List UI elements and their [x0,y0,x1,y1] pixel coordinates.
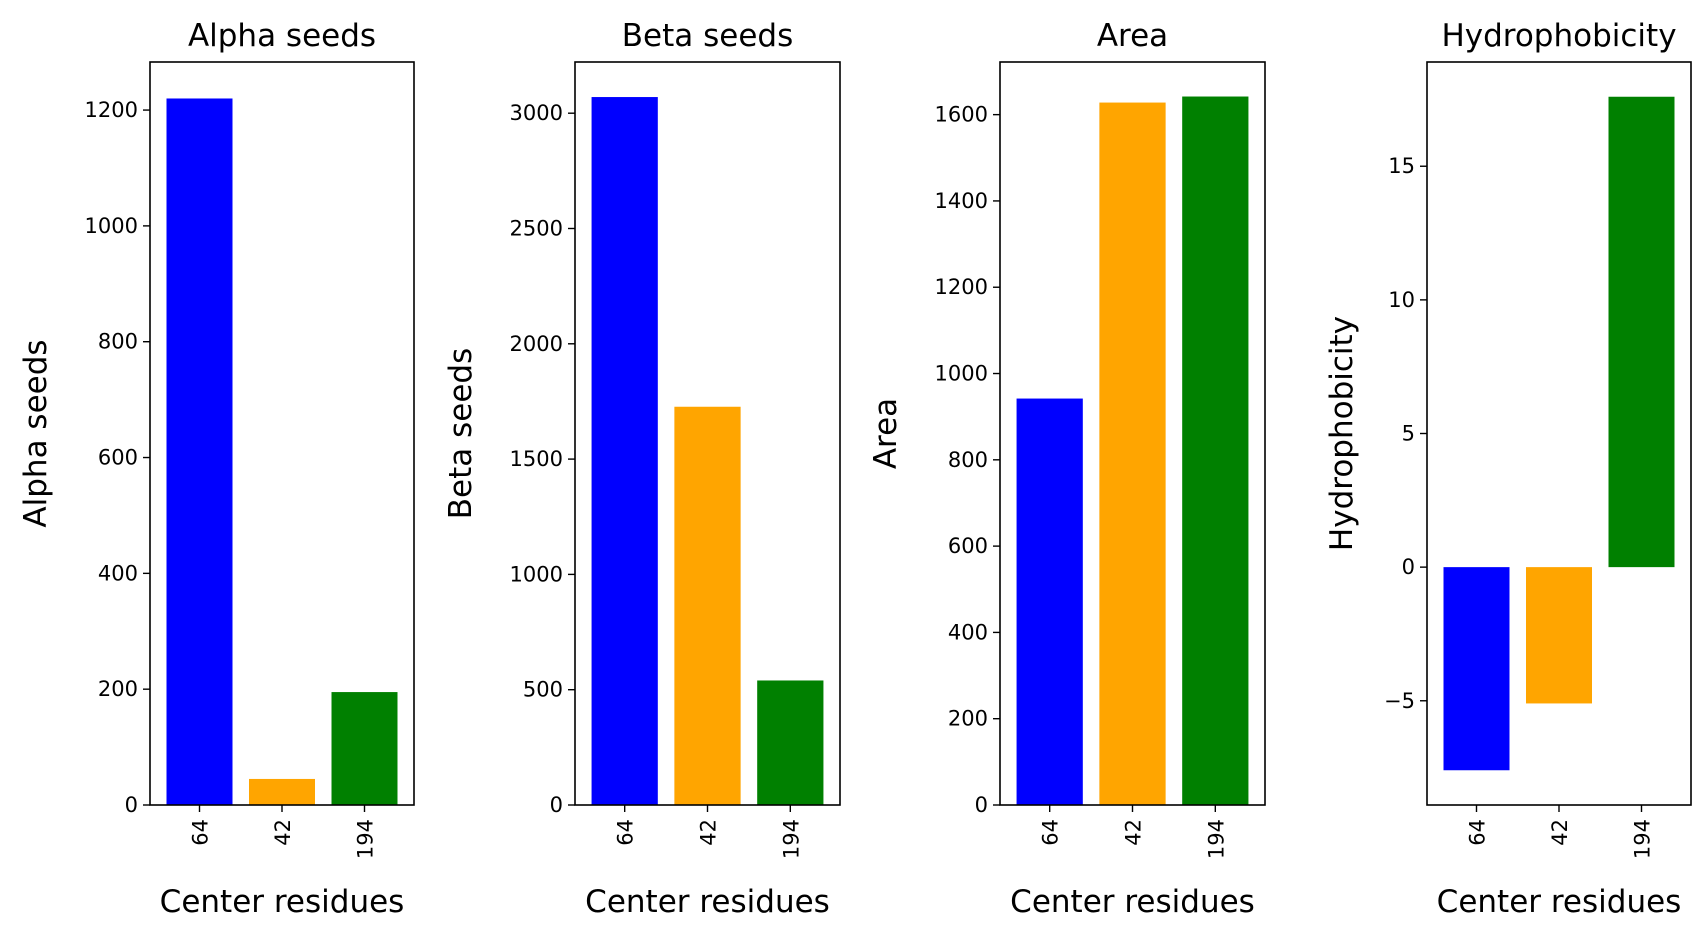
chart-panel-1: 0 200 400 600 800 1000 1200 64 42 194 Alpha seeds C… [18,18,415,920]
y-tick-label: −5 [1384,689,1415,713]
y-tick-label: 1500 [510,447,563,471]
bar-64 [591,97,658,806]
x-tick-label: 194 [1631,819,1655,859]
bar-194 [757,680,824,805]
y-tick-label: 15 [1388,154,1415,178]
y-axis-label: Area [868,398,904,469]
bar-42 [674,406,741,805]
y-tick-label: 1400 [935,189,988,213]
y-tick-label: 200 [98,677,138,701]
x-tick-label: 64 [1039,819,1063,846]
chart-title: Area [1097,18,1168,54]
y-tick-label: 1000 [935,362,988,386]
x-axis-label: Center residues [1010,884,1255,920]
bar-42 [249,778,315,805]
y-axis-label: Alpha seeds [18,339,54,527]
y-tick-label: 10 [1388,288,1415,312]
y-tick-label: 0 [1402,555,1415,579]
y-tick-label: 1000 [510,562,563,586]
y-tick-label: 1200 [85,98,138,122]
chart-panel-3: 0 200 400 600 800 1000 1200 1400 1600 64 42 194 Area… [868,18,1266,920]
chart-panel-2: 0 500 1000 1500 2000 2500 3000 64 42 194 Beta seed… [443,18,841,920]
y-tick-label: 600 [948,534,988,558]
bar-194 [1608,96,1675,568]
bar-42 [1526,567,1592,704]
x-tick-label: 194 [354,819,378,859]
x-axis-label: Center residues [585,884,830,920]
bar-64 [166,98,233,806]
y-tick-label: 5 [1402,422,1415,446]
x-tick-label: 42 [697,819,721,846]
y-tick-label: 600 [98,446,138,470]
y-tick-label: 400 [98,561,138,585]
x-tick-label: 42 [271,819,295,846]
y-tick-label: 0 [975,793,988,817]
y-tick-label: 1200 [935,275,988,299]
chart-title: Alpha seeds [188,18,376,54]
y-tick-label: 2000 [510,332,563,356]
chart-panel-4: −5 0 5 10 15 64 42 194 Hydrophobicity Center resi… [1324,18,1692,920]
chart-title: Beta seeds [622,18,793,54]
chart-title: Hydrophobicity [1441,18,1676,54]
y-tick-label: 800 [98,330,138,354]
x-tick-label: 42 [1548,819,1572,846]
y-tick-label: 2500 [510,216,563,240]
y-axis-label: Beta seeds [443,348,479,519]
x-axis-label: Center residues [160,884,405,920]
y-tick-label: 3000 [510,101,563,125]
y-tick-label: 0 [125,793,138,817]
y-tick-label: 200 [948,707,988,731]
y-axis-label: Hydrophobicity [1324,316,1360,551]
x-tick-label: 42 [1122,819,1146,846]
bar-194 [1182,96,1249,805]
y-tick-label: 800 [948,448,988,472]
bar-64 [1443,567,1510,771]
y-tick-label: 1600 [935,103,988,127]
x-tick-label: 64 [1466,819,1490,846]
y-tick-label: 400 [948,620,988,644]
y-tick-label: 0 [550,793,563,817]
bar-64 [1016,398,1083,805]
x-tick-label: 194 [779,819,803,859]
bar-194 [331,692,398,805]
bar-42 [1099,102,1166,805]
x-tick-label: 194 [1204,819,1228,859]
x-axis-label: Center residues [1437,884,1682,920]
x-tick-label: 64 [189,819,213,846]
x-tick-label: 64 [614,819,638,846]
y-tick-label: 1000 [85,214,138,238]
y-tick-label: 500 [523,678,563,702]
